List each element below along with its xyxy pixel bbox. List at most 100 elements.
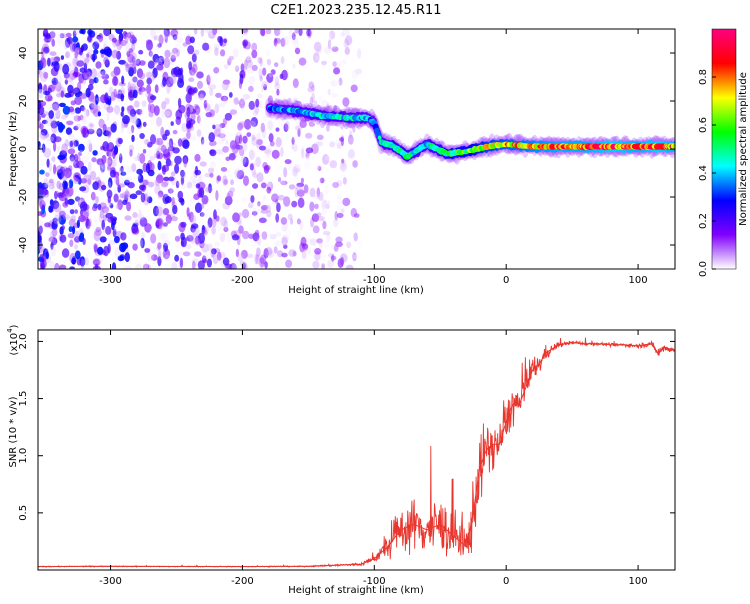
spectrogram-noise-blob bbox=[242, 135, 248, 144]
spectrogram-noise-blob bbox=[309, 187, 316, 198]
spectrogram-noise-blob bbox=[248, 76, 256, 85]
spectrogram-noise-blob bbox=[169, 160, 173, 167]
spectrogram-noise-blob bbox=[259, 29, 266, 36]
spectrogram-noise-blob bbox=[273, 246, 278, 254]
spectrogram-noise-blob bbox=[192, 63, 198, 74]
spectrogram-noise-blob bbox=[67, 186, 74, 197]
spectrogram-noise-blob bbox=[223, 38, 228, 43]
spectrogram-noise-blob bbox=[48, 162, 53, 173]
spectrogram-noise-blob bbox=[44, 29, 48, 35]
spectrogram-noise-blob bbox=[220, 148, 224, 155]
spectrogram-noise-blob bbox=[307, 87, 314, 97]
spectrogram-noise-blob bbox=[206, 243, 213, 252]
spectrogram-noise-blob bbox=[222, 146, 230, 153]
spectrogram-noise-blob bbox=[73, 172, 81, 182]
spectrogram-noise-blob bbox=[38, 141, 41, 150]
spectrogram-noise-blob bbox=[197, 114, 201, 124]
spectrogram-noise-blob bbox=[312, 225, 320, 234]
spectrogram-noise-blob bbox=[253, 170, 257, 179]
spectrogram-noise-blob bbox=[133, 155, 140, 162]
spectrogram-noise-blob bbox=[93, 77, 99, 84]
spectrogram-noise-blob bbox=[300, 177, 304, 184]
spectrogram-noise-blob bbox=[213, 38, 219, 46]
spectrogram-noise-blob bbox=[219, 232, 226, 243]
spectrogram-noise-blob bbox=[231, 144, 239, 154]
spectrogram-noise-blob bbox=[86, 53, 90, 58]
spectrogram-noise-blob bbox=[139, 184, 147, 191]
spectrogram-noise-blob bbox=[49, 84, 57, 89]
spectrogram-noise-blob bbox=[349, 53, 354, 63]
spectrogram-noise-blob bbox=[280, 180, 288, 186]
spectrogram-noise-blob bbox=[79, 114, 84, 121]
x-tick-label: -300 bbox=[99, 576, 122, 587]
spectrogram-noise-blob bbox=[340, 256, 345, 266]
spectrogram-noise-blob bbox=[114, 247, 121, 258]
spectrogram-noise-blob bbox=[91, 157, 97, 163]
spectrogram-noise-blob bbox=[56, 145, 61, 152]
spectrogram-noise-blob bbox=[288, 176, 294, 186]
spectrogram-noise-blob bbox=[183, 157, 188, 168]
spectrogram-noise-blob bbox=[249, 163, 254, 171]
colorbar-tick-label: 0.8 bbox=[698, 69, 709, 85]
spectrogram-noise-blob bbox=[265, 29, 272, 35]
spectrogram-noise-blob bbox=[140, 111, 147, 117]
colorbar-gradient bbox=[711, 28, 737, 270]
spectrogram-noise-blob bbox=[222, 257, 230, 266]
spectrogram-noise-blob bbox=[121, 191, 129, 201]
spectrogram-noise-blob bbox=[221, 136, 226, 142]
spectrogram-noise-blob bbox=[316, 212, 322, 218]
spectrogram-noise-blob bbox=[192, 134, 197, 142]
spectrogram-noise-blob bbox=[145, 162, 151, 174]
spectrogram-noise-blob bbox=[121, 75, 125, 85]
spectrogram-noise-blob bbox=[316, 187, 321, 198]
spectrogram-noise-blob bbox=[185, 35, 192, 45]
spectrogram-noise-blob bbox=[333, 218, 339, 228]
spectrogram-noise-blob bbox=[118, 59, 126, 65]
spectrogram-signal-core bbox=[374, 127, 380, 134]
spectrogram-noise-blob bbox=[156, 64, 164, 71]
spectrogram-noise-blob bbox=[260, 63, 268, 68]
spectrogram-noise-blob bbox=[350, 55, 356, 65]
spectrogram-noise-blob bbox=[186, 180, 192, 188]
spectrogram-noise-blob bbox=[256, 139, 263, 146]
spectrogram-noise-blob bbox=[49, 231, 54, 242]
spectrogram-noise-blob bbox=[197, 232, 205, 244]
spectrogram-noise-blob bbox=[210, 248, 215, 258]
spectrogram-noise-blob bbox=[246, 253, 254, 259]
spectrogram-noise-blob bbox=[176, 37, 184, 44]
spectrogram-noise-blob bbox=[58, 30, 66, 38]
spectrogram-noise-blob bbox=[99, 208, 105, 219]
spectrogram-noise-blob bbox=[89, 103, 95, 110]
spectrogram-noise-blob bbox=[267, 120, 274, 131]
spectrogram-noise-blob bbox=[198, 111, 204, 119]
spectrogram-noise-blob bbox=[257, 93, 263, 99]
spectrogram-noise-blob bbox=[132, 117, 139, 126]
spectrogram-noise-blob bbox=[311, 169, 320, 176]
spectrogram-noise-blob bbox=[251, 136, 258, 146]
spectrogram-noise-blob bbox=[92, 181, 100, 191]
spectrogram-noise-blob bbox=[220, 167, 228, 172]
colorbar-ticks: 0.0 0.2 0.4 0.6 0.8 bbox=[698, 69, 716, 277]
spectrogram-noise-blob bbox=[94, 105, 101, 112]
spectrogram-noise-blob bbox=[219, 128, 225, 137]
spectrogram-noise-blob bbox=[225, 156, 231, 161]
spectrogram-noise-blob bbox=[197, 80, 203, 89]
spectrogram-noise-blob bbox=[331, 254, 335, 262]
spectrogram-noise-blob bbox=[38, 131, 45, 139]
spectrogram-noise-blob bbox=[255, 156, 261, 168]
snr-multiplier-text: (x10 bbox=[9, 333, 20, 356]
spectrogram-noise-blob bbox=[66, 120, 74, 126]
spectrogram-noise-blob bbox=[38, 88, 42, 98]
spectrogram-noise-blob bbox=[79, 232, 85, 239]
spectrogram-noise-blob bbox=[134, 263, 143, 269]
spectrogram-noise-blob bbox=[131, 118, 137, 128]
spectrogram-noise-blob bbox=[242, 156, 249, 168]
spectrogram-noise-blob bbox=[76, 219, 80, 229]
spectrogram-noise-blob bbox=[329, 30, 336, 40]
spectrogram-noise-blob bbox=[103, 37, 109, 47]
spectrogram-noise-blob bbox=[276, 202, 281, 213]
spectrogram-noise-blob bbox=[309, 201, 315, 212]
spectrogram-noise-blob bbox=[147, 60, 155, 69]
spectrogram-noise-blob bbox=[158, 190, 164, 198]
spectrogram-noise-blob bbox=[251, 211, 258, 216]
